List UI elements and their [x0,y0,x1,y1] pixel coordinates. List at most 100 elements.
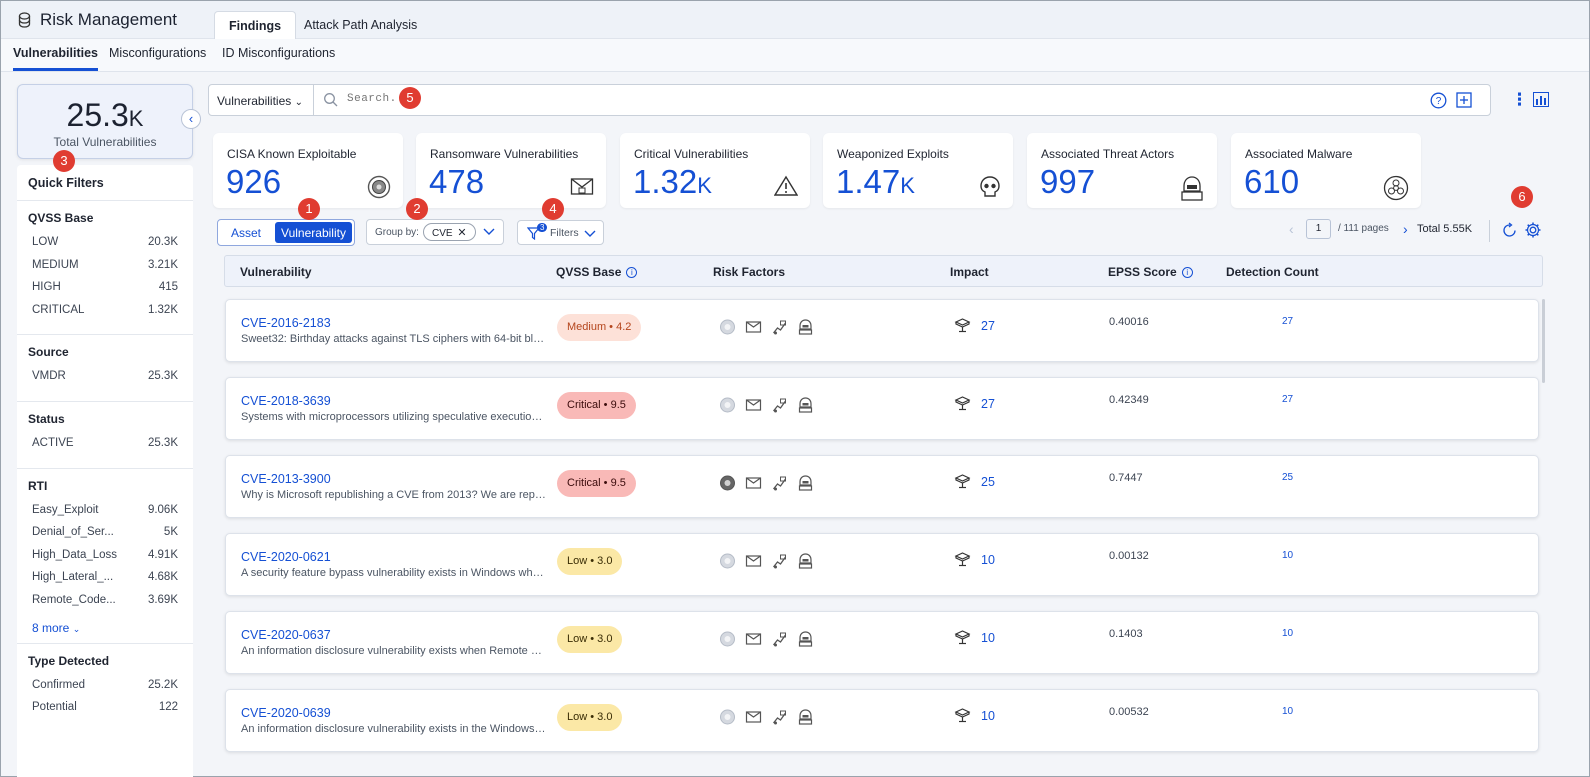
stat-card-malware[interactable]: Associated Malware 610 [1231,133,1421,208]
search-input[interactable] [347,93,1247,105]
search-scope-select[interactable]: Vulnerabilities ⌄ [209,85,314,115]
tab-findings[interactable]: Findings [214,11,297,40]
filter-label: CRITICAL [32,303,85,316]
stat-card-critical[interactable]: Critical Vulnerabilities 1.32K [620,133,810,208]
close-icon[interactable]: ✕ [457,227,467,239]
filter-section-status: Status ACTIVE 25.3K [17,402,193,469]
filter-item-easy-exploit[interactable]: Easy_Exploit 9.06K [28,504,182,527]
filter-item-denial-of-service[interactable]: Denial_of_Ser... 5K [28,526,182,549]
filter-item-high-lateral[interactable]: High_Lateral_... 4.68K [28,571,182,594]
filter-item-low[interactable]: LOW 20.3K [28,236,182,259]
filter-item-confirmed[interactable]: Confirmed 25.2K [28,679,182,702]
stat-label: Ransomware Vulnerabilities [430,147,579,161]
ransomware-icon [745,633,762,645]
subtab-misconfigurations[interactable]: Misconfigurations [109,46,207,60]
impact-count[interactable]: 10 [981,630,995,645]
impact-cell[interactable]: 10 [954,708,995,723]
table-row[interactable]: CVE-2020-0637 An information disclosure v… [225,611,1539,674]
impact-count[interactable]: 10 [981,708,995,723]
impact-cell[interactable]: 27 [954,396,995,411]
chart-view-icon[interactable] [1533,92,1549,107]
impact-count[interactable]: 25 [981,474,995,489]
more-options-icon[interactable]: ⋮ [1511,90,1528,109]
filter-item-active[interactable]: ACTIVE 25.3K [28,437,182,460]
detection-count[interactable]: 10 [1282,628,1294,639]
ransomware-icon [745,711,762,723]
exploit-icon [772,320,787,335]
column-header-qvss[interactable]: QVSS Base i [556,265,638,279]
filter-item-high[interactable]: HIGH 415 [28,281,182,304]
gear-icon[interactable] [1524,221,1542,239]
detection-count[interactable]: 10 [1282,550,1294,561]
table-row[interactable]: CVE-2018-3639 Systems with microprocessor… [225,377,1539,440]
subtab-id-misconfigurations[interactable]: ID Misconfigurations [222,46,336,60]
info-icon[interactable]: i [626,267,638,279]
column-header-detection-count[interactable]: Detection Count [1226,265,1319,279]
help-icon[interactable]: ? [1430,92,1447,109]
info-icon[interactable]: i [1181,267,1193,279]
stat-value: 478 [429,163,485,200]
detection-count[interactable]: 25 [1282,472,1294,483]
filter-section-title: Type Detected [28,653,110,668]
stat-card-ransomware[interactable]: Ransomware Vulnerabilities 478 [416,133,606,208]
asset-toggle-button[interactable]: Asset [230,226,261,240]
impact-cell[interactable]: 25 [954,474,995,489]
add-query-icon[interactable] [1456,92,1472,108]
detection-count[interactable]: 10 [1282,706,1294,717]
table-row[interactable]: CVE-2013-3900 Why is Microsoft republishi… [225,455,1539,518]
filters-button[interactable]: 3 Filters [517,220,604,245]
impact-cell[interactable]: 10 [954,630,995,645]
detection-count[interactable]: 27 [1282,316,1294,327]
table-row[interactable]: CVE-2020-0639 An information disclosure v… [225,689,1539,752]
cve-link[interactable]: CVE-2013-3900 [241,472,331,486]
stat-card-weaponized[interactable]: Weaponized Exploits 1.47K [823,133,1013,208]
cve-link[interactable]: CVE-2020-0639 [241,706,331,720]
filter-item-potential[interactable]: Potential 122 [28,701,182,724]
filter-item-critical[interactable]: CRITICAL 1.32K [28,304,182,327]
severity-badge: Critical • 9.5 [557,470,636,497]
stat-card-threat-actors[interactable]: Associated Threat Actors 997 [1027,133,1217,208]
impact-cell[interactable]: 10 [954,552,995,567]
risk-factors [719,319,814,335]
filter-item-high-data-loss[interactable]: High_Data_Loss 4.91K [28,549,182,572]
filter-item-medium[interactable]: MEDIUM 3.21K [28,259,182,282]
filter-item-vmdr[interactable]: VMDR 25.3K [28,370,182,393]
cve-link[interactable]: CVE-2020-0621 [241,550,331,564]
detection-count[interactable]: 27 [1282,394,1294,405]
risk-factors [719,631,814,647]
impact-cell[interactable]: 27 [954,318,995,333]
column-header-vulnerability[interactable]: Vulnerability [240,265,312,279]
column-header-impact[interactable]: Impact [950,265,989,279]
show-more-link[interactable]: 8 more ⌄ [28,617,182,635]
hacker-icon [798,475,813,491]
scrollbar-thumb[interactable] [1542,299,1545,383]
collapse-panel-button[interactable]: ‹ [181,109,201,129]
cve-link[interactable]: CVE-2020-0637 [241,628,331,642]
stat-card-cisa[interactable]: CISA Known Exploitable 926 [213,133,403,208]
group-by-chip[interactable]: CVE ✕ [423,223,476,241]
subtab-vulnerabilities[interactable]: Vulnerabilities [13,46,98,71]
cve-link[interactable]: CVE-2018-3639 [241,394,331,408]
tab-attack-path-analysis[interactable]: Attack Path Analysis [304,18,418,32]
impact-count[interactable]: 10 [981,552,995,567]
filter-item-remote-code[interactable]: Remote_Code... 3.69K [28,594,182,617]
stat-label: Weaponized Exploits [837,147,949,161]
asset-icon [954,396,971,411]
column-header-epss[interactable]: EPSS Score i [1108,265,1193,279]
next-page-icon[interactable]: › [1403,221,1408,237]
table-row[interactable]: CVE-2016-2183 Sweet32: Birthday attacks a… [225,299,1539,362]
prev-page-icon[interactable]: ‹ [1289,221,1294,237]
cve-link[interactable]: CVE-2016-2183 [241,316,331,330]
refresh-icon[interactable] [1501,222,1518,239]
stat-label: CISA Known Exploitable [227,147,357,161]
vulnerability-toggle-button[interactable]: Vulnerability [275,222,352,243]
impact-count[interactable]: 27 [981,318,995,333]
impact-count[interactable]: 27 [981,396,995,411]
group-by-select[interactable]: Group by: CVE ✕ [366,219,504,245]
chevron-down-icon: ⌄ [72,623,81,634]
page-number-input[interactable]: 1 [1306,219,1331,239]
table-row[interactable]: CVE-2020-0621 A security feature bypass v… [225,533,1539,596]
show-more-label: 8 more [32,620,70,635]
filter-label: ACTIVE [32,436,74,449]
column-header-risk-factors[interactable]: Risk Factors [713,265,786,279]
